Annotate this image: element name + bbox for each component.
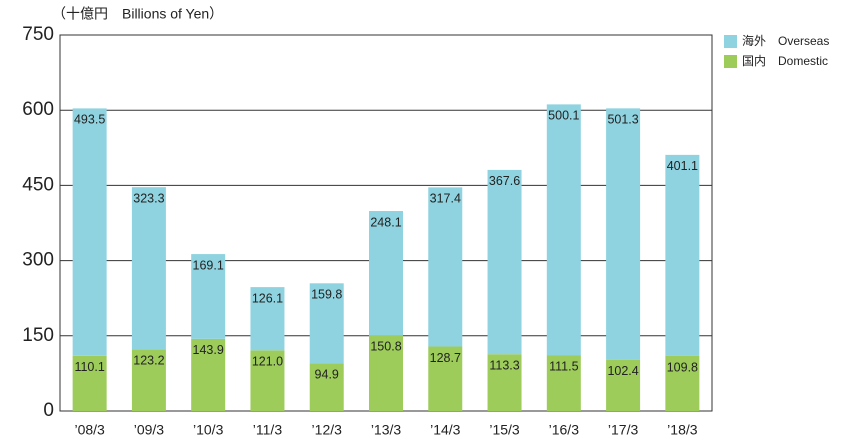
x-tick-label: ’13/3	[371, 422, 402, 438]
unit-label: （十億円 Billions of Yen）	[52, 6, 223, 22]
value-label: 110.1	[74, 360, 104, 374]
y-tick-label: 450	[22, 174, 54, 195]
bar-segment	[487, 169, 522, 355]
bar-segment	[369, 211, 403, 336]
bar-segment	[250, 287, 285, 351]
value-label: 111.5	[549, 359, 578, 373]
value-label: 123.2	[133, 354, 164, 368]
y-tick-label: 150	[22, 325, 54, 346]
value-label: 150.8	[370, 340, 401, 354]
x-tick-label: ’08/3	[74, 422, 105, 438]
legend-label: 海外 Overseas	[742, 33, 829, 48]
x-tick-label: ’10/3	[193, 422, 224, 438]
value-label: 102.4	[607, 364, 638, 378]
bar-segment	[191, 254, 226, 339]
bar-segment	[546, 355, 581, 411]
value-label: 126.1	[252, 291, 283, 305]
x-tick-label: ’09/3	[134, 422, 165, 438]
value-label: 169.1	[193, 258, 224, 272]
value-label: 159.8	[311, 288, 342, 302]
bar-segment	[487, 354, 522, 411]
value-label: 493.5	[74, 113, 105, 127]
x-tick-label: ’12/3	[312, 422, 343, 438]
bar-segment	[665, 355, 700, 411]
bar-segment	[665, 154, 700, 356]
value-label: 109.8	[667, 360, 698, 374]
legend-label: 国内 Domestic	[742, 54, 828, 68]
bar-segment	[191, 338, 226, 411]
x-tick-label: ’17/3	[608, 422, 639, 438]
x-tick-label: ’16/3	[549, 422, 580, 438]
bar-segment	[606, 359, 641, 411]
y-tick-label: 0	[43, 400, 54, 421]
value-label: 128.7	[430, 351, 461, 365]
bar-segment	[546, 104, 581, 356]
value-label: 248.1	[370, 215, 401, 229]
bar-segment	[428, 346, 463, 411]
x-tick-label: ’18/3	[667, 422, 698, 438]
y-tick-label: 300	[22, 250, 54, 271]
value-label: 367.6	[489, 174, 520, 188]
bar-segment	[131, 187, 166, 350]
bar-segment	[428, 187, 463, 347]
bar-segment	[72, 108, 107, 356]
legend-swatch	[724, 35, 737, 48]
bar-segment	[606, 108, 641, 360]
value-label: 143.9	[193, 343, 224, 357]
x-tick-label: ’15/3	[489, 422, 520, 438]
bar-segment	[72, 355, 107, 411]
value-label: 113.3	[489, 358, 519, 372]
value-label: 317.4	[430, 192, 461, 206]
bar-segment	[369, 335, 403, 411]
value-label: 500.1	[548, 109, 579, 123]
value-label: 401.1	[667, 159, 698, 173]
legend-swatch	[724, 55, 737, 68]
value-label: 323.3	[133, 191, 164, 205]
bar-segment	[250, 350, 285, 411]
value-label: 121.0	[252, 355, 283, 369]
value-label: 94.9	[315, 368, 339, 382]
x-tick-label: ’14/3	[430, 422, 461, 438]
value-label: 501.3	[607, 113, 638, 127]
bar-segment	[309, 363, 344, 411]
y-tick-label: 600	[22, 99, 54, 120]
x-tick-label: ’11/3	[253, 422, 283, 438]
bar-segment	[131, 349, 166, 411]
y-tick-label: 750	[22, 24, 54, 45]
bar-segment	[309, 283, 344, 364]
